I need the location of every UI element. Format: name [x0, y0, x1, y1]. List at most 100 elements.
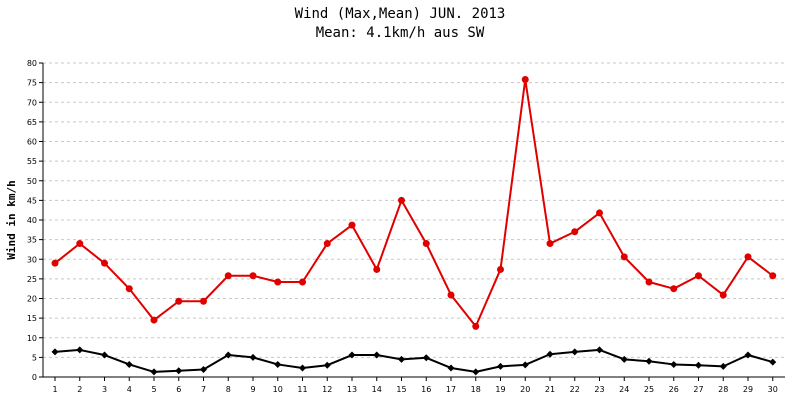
data-point	[224, 272, 232, 280]
chart-subtitle: Mean: 4.1km/h aus SW	[316, 25, 485, 41]
axes	[39, 62, 785, 381]
data-point	[497, 362, 504, 370]
data-point	[51, 348, 59, 356]
data-point	[744, 351, 752, 359]
data-point	[719, 362, 727, 370]
series-1	[51, 75, 777, 330]
data-point	[719, 291, 727, 299]
y-tick-label: 0	[32, 373, 37, 382]
x-tick-label: 18	[471, 385, 481, 394]
data-point	[670, 285, 678, 293]
data-point	[323, 361, 331, 369]
x-tick-label: 25	[644, 385, 654, 394]
y-tick-label: 50	[27, 177, 37, 186]
data-point	[299, 278, 306, 286]
chart-title: Wind (Max,Mean) JUN. 2013	[295, 6, 506, 22]
data-point	[398, 355, 405, 363]
series-2	[51, 346, 777, 376]
data-point	[373, 351, 381, 359]
data-point	[596, 209, 603, 217]
data-point	[472, 322, 480, 330]
data-series	[51, 75, 777, 376]
data-point	[51, 259, 59, 267]
data-point	[472, 368, 480, 376]
data-point	[447, 291, 455, 299]
data-point	[521, 75, 529, 83]
data-point	[447, 364, 455, 372]
x-tick-label: 1	[52, 385, 57, 394]
data-point	[620, 253, 628, 261]
x-tick-label: 16	[421, 385, 431, 394]
data-point	[249, 353, 257, 361]
data-point	[695, 272, 702, 280]
y-tick-label: 30	[27, 255, 37, 264]
x-tick-label: 10	[273, 385, 283, 394]
x-tick-label: 28	[718, 385, 728, 394]
data-point	[249, 272, 257, 280]
x-tick-label: 22	[570, 385, 580, 394]
data-point	[299, 364, 306, 372]
y-tick-label: 35	[27, 236, 37, 245]
x-tick-label: 12	[322, 385, 332, 394]
data-point	[571, 348, 579, 356]
data-point	[274, 360, 282, 368]
data-point	[175, 367, 183, 375]
data-point	[422, 240, 430, 248]
x-tick-label: 4	[127, 385, 132, 394]
data-point	[571, 228, 579, 236]
data-point	[200, 366, 207, 374]
data-point	[323, 240, 331, 248]
y-tick-label: 25	[27, 275, 37, 284]
data-point	[620, 355, 628, 363]
x-tick-label: 13	[347, 385, 357, 394]
data-point	[546, 240, 554, 248]
data-point	[224, 351, 232, 359]
x-tick-label: 24	[619, 385, 629, 394]
data-point	[521, 361, 529, 369]
y-tick-label: 15	[27, 314, 37, 323]
x-tick-label: 30	[768, 385, 778, 394]
data-point	[175, 297, 183, 305]
data-point	[76, 346, 84, 354]
y-tick-label: 45	[27, 196, 37, 205]
x-tick-label: 8	[226, 385, 231, 394]
data-point	[596, 346, 603, 354]
data-point	[645, 278, 653, 286]
x-tick-labels: 1 2 3 4 5 6 7 8 9 10 11 12 13 14 15 16 17 18 19 20 21 22 23 24 2…	[52, 385, 777, 394]
y-tick-label: 55	[27, 157, 37, 166]
y-tick-label: 70	[27, 98, 37, 107]
x-tick-label: 21	[545, 385, 555, 394]
data-point	[348, 351, 356, 359]
data-point	[546, 350, 554, 358]
y-tick-label: 65	[27, 118, 37, 127]
x-tick-label: 29	[743, 385, 753, 394]
y-tick-label: 75	[27, 79, 37, 88]
y-tick-label: 20	[27, 295, 37, 304]
series-line	[54, 78, 774, 328]
y-axis-label: Wind in km/h	[5, 180, 18, 259]
x-tick-label: 20	[520, 385, 530, 394]
data-point	[274, 278, 282, 286]
data-point	[695, 361, 702, 369]
x-tick-label: 26	[669, 385, 679, 394]
y-tick-label: 10	[27, 334, 37, 343]
data-point	[645, 357, 653, 365]
data-point	[398, 196, 405, 204]
y-tick-labels: 0 5 10 15 20 25 30 35 40 45 50 55 60 65 70 75 80	[27, 59, 37, 382]
series-line	[54, 348, 774, 373]
grid-lines	[43, 62, 785, 358]
x-tick-label: 3	[102, 385, 107, 394]
data-point	[101, 259, 108, 267]
data-point	[670, 360, 678, 368]
data-point	[769, 272, 777, 280]
x-tick-label: 14	[372, 385, 382, 394]
data-point	[769, 358, 777, 366]
data-point	[200, 297, 207, 305]
y-tick-label: 40	[27, 216, 37, 225]
x-tick-label: 17	[446, 385, 456, 394]
data-point	[744, 253, 752, 261]
x-tick-label: 9	[250, 385, 255, 394]
y-tick-label: 80	[27, 59, 37, 68]
